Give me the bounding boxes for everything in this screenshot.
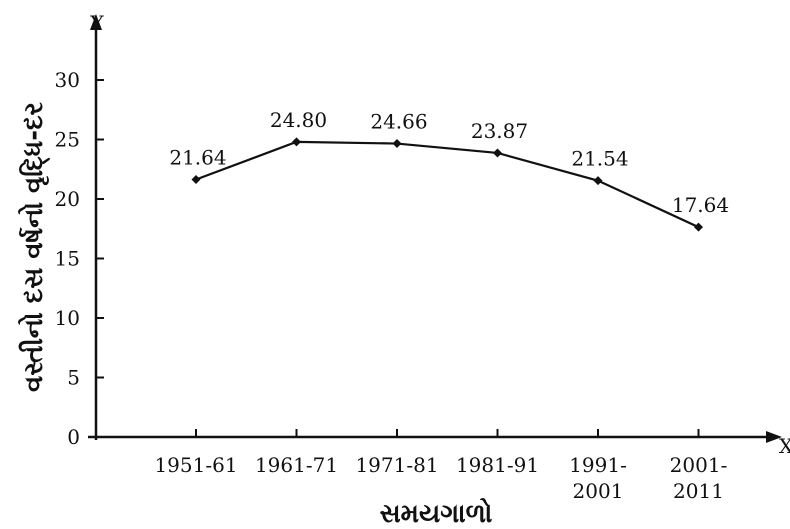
y-tick-label: 25 [55,128,80,152]
y-tick-label: 15 [55,247,80,271]
y-axis-letter: Y [89,11,104,35]
x-tick-label-line: 2011 [673,479,724,503]
data-label: 24.66 [370,110,427,134]
data-label: 21.54 [571,147,628,171]
data-point [191,174,201,184]
x-axis-title: સમયગાળો [380,498,493,529]
x-tick-label: 1961-71 [255,453,338,477]
y-tick-label: 30 [55,68,80,92]
x-tick-label: 1981-91 [456,453,539,477]
x-tick-label-line: 1961-71 [255,453,338,477]
x-tick-label: 1991-2001 [569,453,627,503]
data-point [392,139,402,149]
data-point [493,148,502,158]
x-tick-label-line: 2001- [670,453,728,477]
x-tick-label-line: 1991- [569,453,627,477]
x-axis-arrow [766,431,782,443]
data-label: 17.64 [672,193,729,217]
data-point [694,222,703,232]
x-tick-label-line: 1951-61 [154,453,237,477]
x-tick-label: 1951-61 [154,453,237,477]
y-axis-title: વસ્તીનો દસ વર્ષનો વૃદ્ધિ-દર [18,101,50,391]
y-tick-label: 10 [55,306,80,330]
x-tick-label-line: 1971-81 [355,453,438,477]
x-tick-label: 1971-81 [355,453,438,477]
data-label: 24.80 [270,108,327,132]
y-axis-arrow [90,14,102,30]
x-axis-letter: X [779,434,790,458]
x-tick-label-line: 2001 [573,479,624,503]
data-label: 23.87 [471,119,528,143]
x-tick-label-line: 1981-91 [456,453,539,477]
y-tick-label: 20 [55,187,80,211]
data-point [593,176,603,186]
y-tick-label: 0 [67,425,80,449]
series-line [195,140,699,229]
x-tick-label: 2001-2011 [670,453,728,503]
data-label: 21.64 [169,145,226,169]
plot-area: 0 5 10 15 20 25 30 1951-61 1961-71 1971-81 1981-91… [55,68,730,503]
y-tick-label: 5 [67,366,80,390]
data-point [292,137,301,147]
